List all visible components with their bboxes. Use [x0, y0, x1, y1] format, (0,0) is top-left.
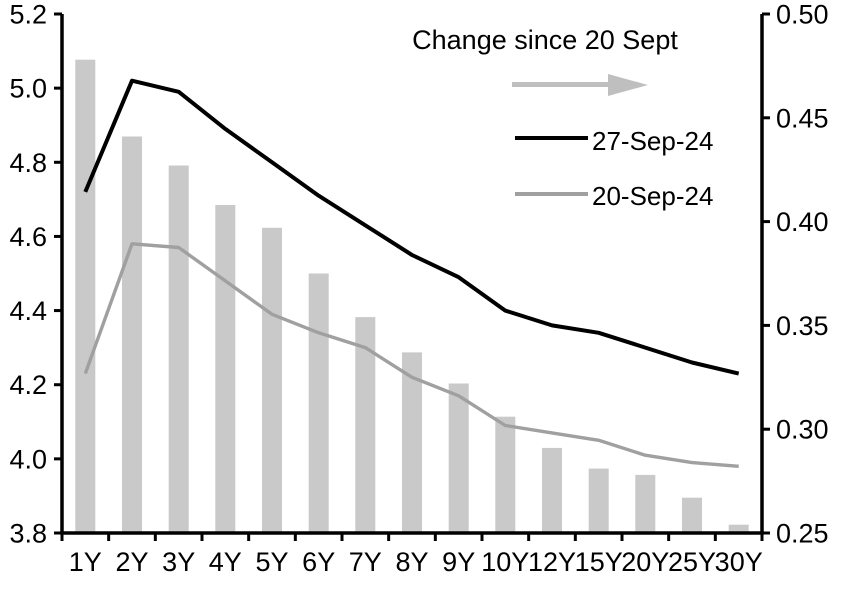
legend-label-20-sep-24: 20-Sep-24 — [592, 181, 714, 211]
right-axis-tick-label: 0.25 — [776, 519, 829, 549]
legend-label-27-sep-24: 27-Sep-24 — [592, 126, 714, 156]
legend-swatch-27-sep-24 — [515, 136, 588, 140]
left-axis-tick-label: 5.0 — [9, 74, 47, 104]
bar-8Y — [402, 352, 422, 533]
bar-4Y — [215, 205, 236, 533]
legend-swatch-20-sep-24 — [515, 192, 588, 196]
bar-1Y — [75, 59, 96, 533]
right-axis-tick-label: 0.40 — [776, 207, 829, 237]
x-axis-tick-label-10Y: 10Y — [481, 547, 529, 577]
x-axis-tick-label-8Y: 8Y — [395, 547, 428, 577]
bar-10Y — [495, 416, 516, 533]
bar-2Y — [122, 136, 142, 533]
left-axis-tick-label: 5.2 — [9, 0, 47, 30]
bar-30Y — [728, 524, 749, 533]
left-axis-tick-label: 4.4 — [9, 296, 47, 326]
bar-12Y — [542, 447, 562, 533]
x-axis-tick-label-5Y: 5Y — [255, 547, 288, 577]
line-20-Sep-24 — [83, 242, 739, 468]
right-axis-tick-label: 0.50 — [776, 0, 829, 30]
right-axis-tick-label: 0.30 — [776, 415, 829, 445]
right-arrow-icon — [512, 82, 612, 87]
x-axis-tick-label-20Y: 20Y — [621, 547, 669, 577]
bar-6Y — [308, 273, 329, 533]
x-axis-tick-label-2Y: 2Y — [115, 547, 148, 577]
right-arrow-head-icon — [608, 74, 648, 96]
right-axis-tick-label: 0.35 — [776, 311, 829, 341]
right-axis-tick-label: 0.45 — [776, 103, 829, 133]
x-axis-tick-label-1Y: 1Y — [69, 547, 102, 577]
x-axis-tick-label-6Y: 6Y — [302, 547, 335, 577]
x-axis-tick-label-25Y: 25Y — [668, 547, 716, 577]
left-axis-tick-label: 4.2 — [9, 370, 47, 400]
line-27-Sep-24 — [83, 78, 740, 376]
x-axis-tick-label-9Y: 9Y — [442, 547, 475, 577]
annotation-change-since-label: Change since 20 Sept — [412, 25, 678, 55]
bar-3Y — [168, 165, 189, 533]
x-axis-tick-label-4Y: 4Y — [209, 547, 242, 577]
bar-20Y — [635, 474, 656, 533]
x-axis-tick-label-15Y: 15Y — [575, 547, 623, 577]
bar-15Y — [588, 468, 609, 533]
x-axis-tick-label-7Y: 7Y — [349, 547, 382, 577]
left-axis-tick-label: 3.8 — [9, 519, 47, 549]
left-axis-tick-label: 4.0 — [9, 444, 47, 474]
bar-5Y — [262, 227, 282, 534]
bar-25Y — [682, 497, 702, 533]
x-axis-tick-label-12Y: 12Y — [528, 547, 576, 577]
left-axis-tick-label: 4.8 — [9, 148, 47, 178]
left-axis-tick-label: 4.6 — [9, 222, 47, 252]
x-axis-tick-label-3Y: 3Y — [162, 547, 195, 577]
bar-9Y — [448, 383, 469, 533]
bar-7Y — [355, 317, 376, 533]
x-axis-tick-label-30Y: 30Y — [715, 547, 763, 577]
